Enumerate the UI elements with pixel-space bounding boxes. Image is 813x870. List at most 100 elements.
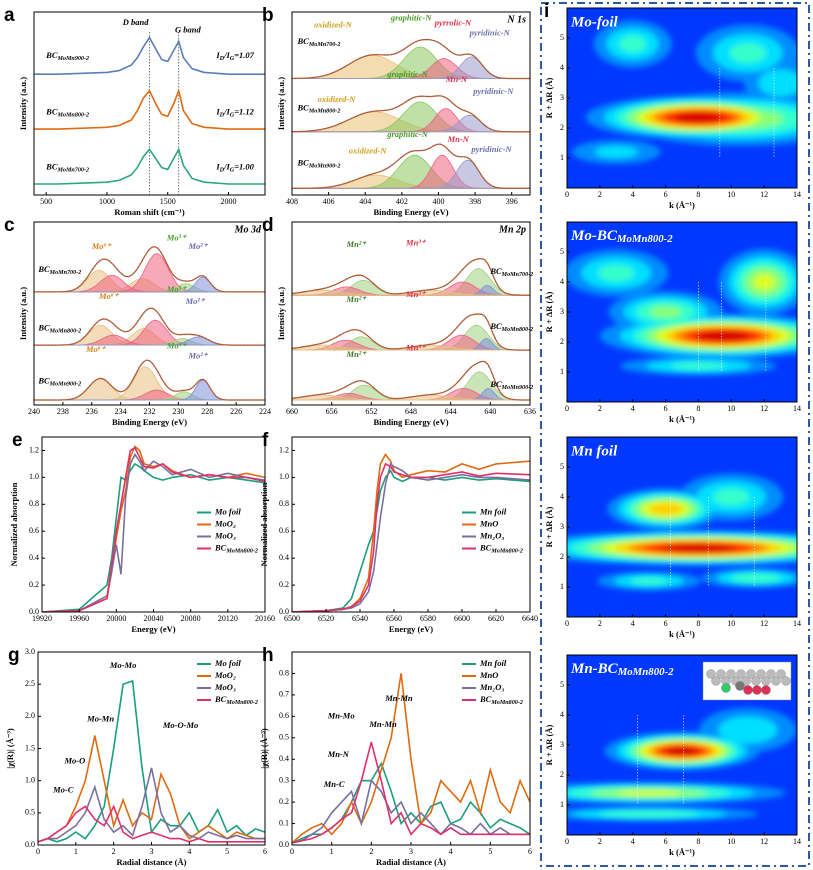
measured-points	[34, 359, 265, 401]
x-tick-label: 10	[727, 190, 735, 199]
x-tick-label: 10	[727, 837, 735, 846]
annotation: graphitic-N	[390, 13, 432, 23]
x-tick-label: 6	[263, 847, 267, 856]
subscript: MoMn700-2	[49, 271, 82, 277]
annotation: Mo⁶⁺	[85, 344, 107, 354]
chart-title: N 1s	[506, 14, 526, 25]
x-tick-label: 4	[187, 847, 191, 856]
x-tick-label: 1000	[99, 197, 115, 206]
plot	[34, 32, 265, 195]
x-axis-label: k (Å⁻¹)	[669, 200, 695, 210]
x-tick-label: 4	[631, 190, 635, 199]
series-line	[292, 462, 530, 612]
x-tick-label: 1500	[160, 197, 176, 206]
heatmap-spot	[729, 43, 766, 63]
subscript: MoMn900-2	[49, 382, 82, 388]
x-axis-label: k (Å⁻¹)	[669, 629, 695, 639]
legend-label: Mn₂O₃	[479, 682, 504, 692]
plot-frame	[291, 436, 531, 613]
panel-letter: h	[262, 645, 274, 666]
x-axis-label: Binding Energy (eV)	[373, 417, 448, 427]
annotation: ID/IG=1.12	[215, 107, 254, 119]
y-tick-label: 0.0	[29, 607, 39, 616]
panel-letter: g	[8, 645, 20, 666]
x-tick-label: 20120	[218, 614, 238, 623]
series-line	[34, 87, 265, 130]
y-tick-label: 1.0	[29, 472, 39, 481]
annotation: BCMoMn800-2	[296, 102, 340, 114]
annotation: oxidized-N	[349, 146, 388, 156]
y-tick-label: 0.3	[279, 775, 289, 784]
annotation: ID/IG=1.07	[215, 50, 254, 62]
y-tick-label: 5	[560, 680, 564, 689]
x-tick-label: 10	[727, 619, 735, 628]
y-tick-label: 0.8	[29, 499, 39, 508]
x-tick-label: 5	[225, 847, 229, 856]
text-part: I	[215, 50, 220, 60]
text-part: =1.00	[234, 162, 254, 172]
annotation: oxidized-N	[318, 94, 357, 104]
y-tick-label: 3	[560, 522, 564, 531]
legend-label: MoO₃	[214, 682, 236, 692]
subscript: MoMn700-2	[57, 168, 90, 174]
x-tick-label: 6640	[522, 614, 538, 623]
x-tick-label: 6500	[284, 614, 300, 623]
y-tick-label: 3	[560, 93, 564, 102]
heatmap-spot	[616, 790, 682, 796]
annotation: Mn-C	[323, 779, 345, 789]
annotation: ID/IG=1.00	[215, 162, 254, 174]
x-tick-label: 2	[598, 404, 602, 413]
x-axis-label: Binding Energy (eV)	[373, 207, 448, 217]
x-tick-label: 238	[57, 407, 69, 416]
legend-label: Mn foil	[479, 658, 507, 668]
measured-points	[292, 94, 530, 133]
y-tick-label: 1.5	[25, 743, 35, 752]
legend-label: BCMoMn800-2	[479, 542, 523, 554]
x-tick-label: 14	[793, 619, 801, 628]
x-tick-label: 6	[664, 619, 668, 628]
annotation: Mo⁴⁺	[166, 341, 188, 351]
annotation: Mn²⁺	[346, 349, 368, 359]
atom	[735, 681, 745, 691]
y-tick-label: 5	[560, 462, 564, 471]
x-tick-label: 660	[286, 407, 298, 416]
heatmap-spot	[599, 810, 699, 818]
legend-label: BCMoMn800-2	[479, 694, 523, 706]
plot	[292, 673, 530, 844]
inset-structure	[702, 661, 792, 701]
plot	[567, 222, 797, 402]
x-axis-label: Energy (eV)	[389, 624, 433, 634]
text-part: BC	[479, 694, 492, 704]
y-tick-label: 1.2	[279, 445, 289, 454]
y-axis-label: Normalized absorption	[259, 482, 269, 566]
series-line	[38, 804, 265, 843]
x-tick-label: 2	[112, 847, 116, 856]
atom	[706, 669, 716, 679]
y-tick-label: 1.0	[279, 472, 289, 481]
atom	[752, 685, 762, 695]
y-axis-label: R + ΔR (Å)	[544, 507, 554, 548]
panel-letter: i	[544, 1, 549, 22]
x-axis-label: Roman shift (cm⁻¹)	[114, 207, 184, 217]
subscript: MoMn800-2	[501, 327, 534, 333]
heatmap-spot	[594, 145, 639, 159]
annotation: D band	[122, 17, 149, 27]
x-tick-label: 3	[150, 847, 154, 856]
series-line	[292, 673, 530, 844]
annotation: pyrrolic-N	[434, 18, 472, 28]
y-tick-label: 0.2	[279, 797, 289, 806]
legend-label: MnO	[479, 518, 498, 528]
annotation: BCMoMn700-2	[489, 266, 533, 278]
annotation: Mo²⁺	[185, 296, 206, 306]
text-part: BC	[214, 542, 227, 552]
x-tick-label: 1	[330, 847, 334, 856]
series-line	[42, 452, 265, 612]
text-part: BC	[45, 162, 58, 172]
text-part: BC	[296, 157, 309, 167]
x-tick-label: 19920	[32, 614, 52, 623]
annotation: pyridinic-N	[470, 144, 512, 154]
y-tick-label: 5	[560, 33, 564, 42]
panel-letter: b	[262, 5, 274, 26]
text-part: I	[215, 107, 220, 117]
x-tick-label: 0	[565, 404, 569, 413]
